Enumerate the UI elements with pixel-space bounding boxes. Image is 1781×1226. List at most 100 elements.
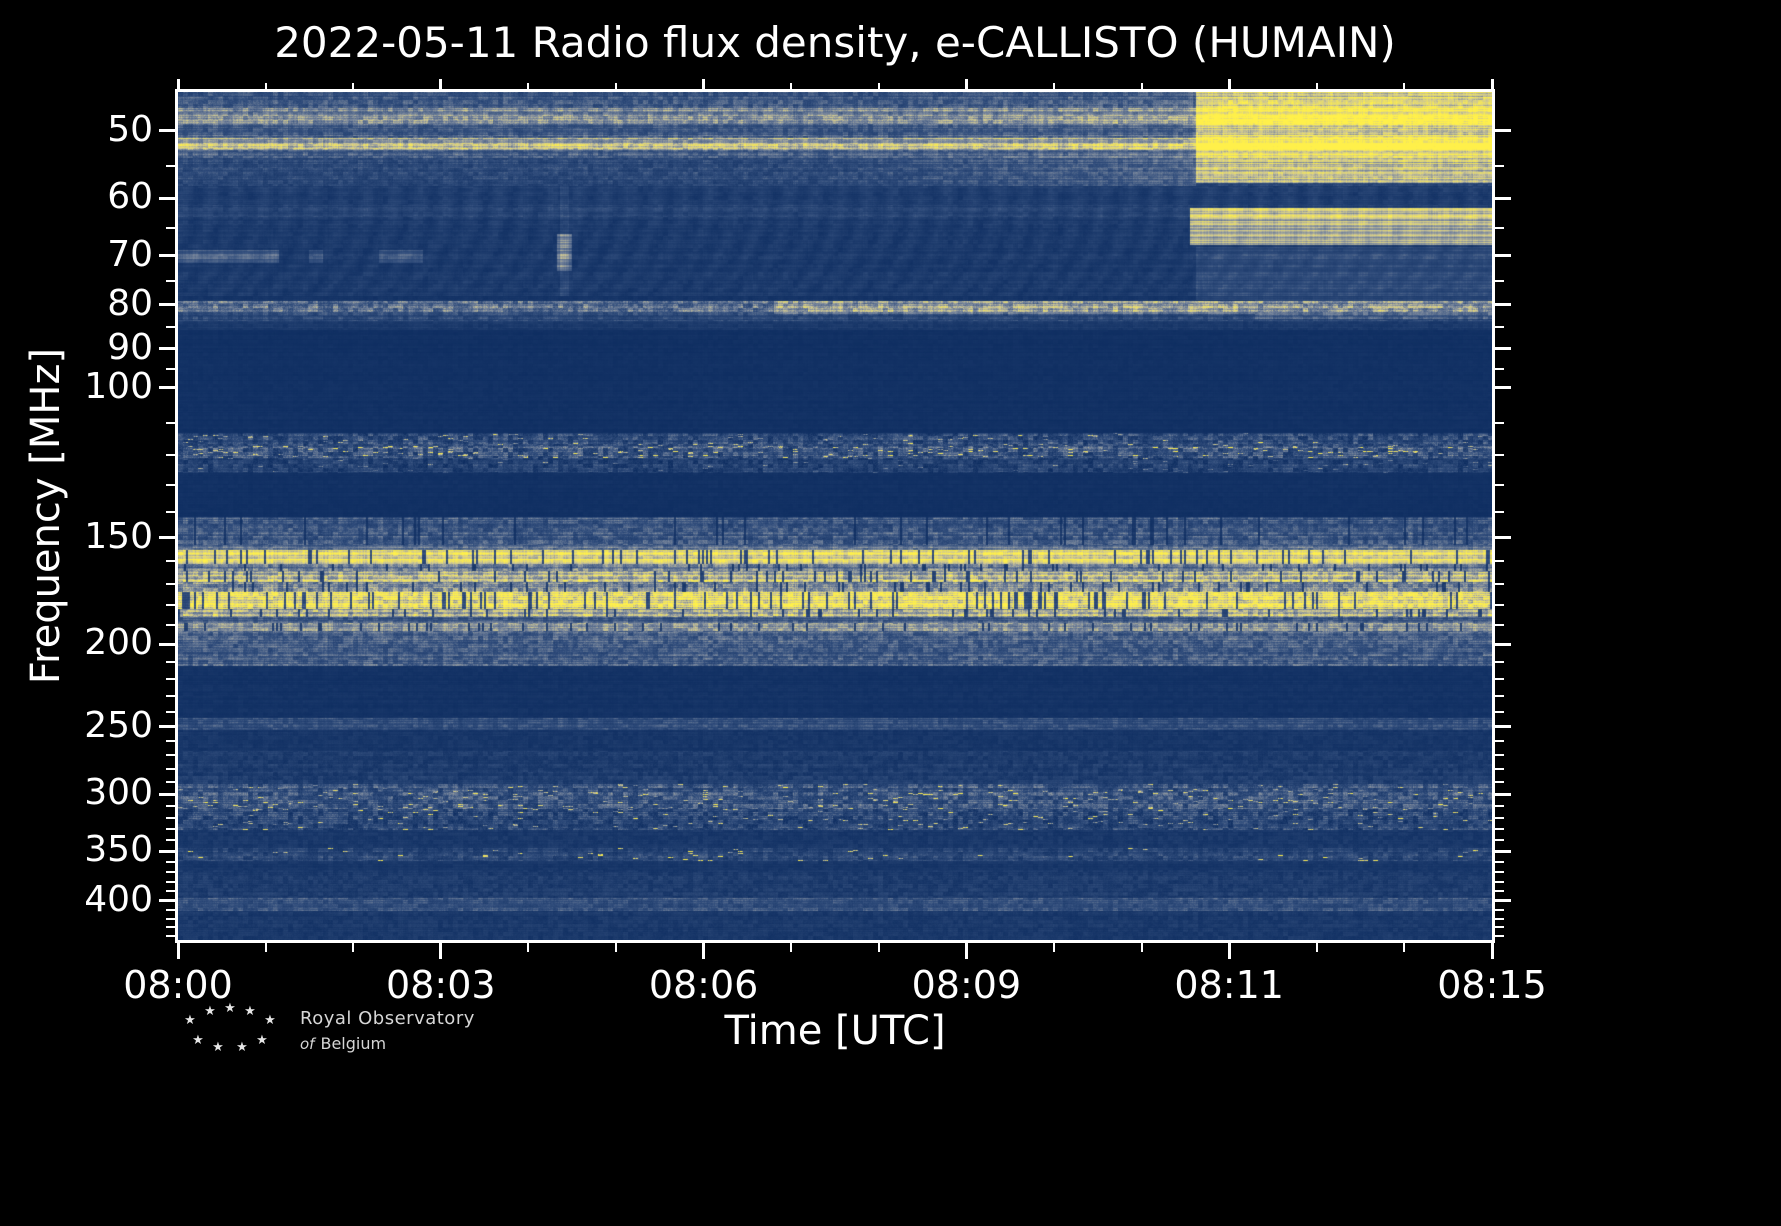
y-tick-label: 100 bbox=[84, 365, 153, 407]
y-tick-major bbox=[159, 347, 175, 351]
y-tick-label: 350 bbox=[84, 829, 153, 871]
x-tick-label: 08:00 bbox=[123, 963, 233, 1007]
y-tick-minor bbox=[166, 227, 175, 230]
svg-text:★: ★ bbox=[256, 1033, 268, 1048]
y-tick-minor-right bbox=[1495, 326, 1504, 329]
y-tick-major-right bbox=[1495, 725, 1511, 729]
x-tick-minor-top bbox=[527, 83, 530, 89]
x-tick-minor bbox=[352, 943, 355, 952]
y-tick-label: 250 bbox=[84, 704, 153, 746]
rob-logo-belgium: Belgium bbox=[320, 1034, 387, 1053]
y-tick-minor bbox=[166, 754, 175, 757]
x-tick-minor bbox=[1403, 943, 1406, 952]
x-tick-minor-top bbox=[1315, 83, 1318, 89]
chart-title: 2022-05-11 Radio flux density, e-CALLIST… bbox=[274, 18, 1396, 67]
y-tick-minor bbox=[166, 780, 175, 783]
rob-logo-text: Royal Observatory of Belgium bbox=[300, 1008, 475, 1053]
y-tick-major-right bbox=[1495, 254, 1511, 257]
svg-text:★: ★ bbox=[192, 1033, 204, 1048]
y-tick-minor-right bbox=[1495, 582, 1504, 585]
x-tick-minor-top bbox=[614, 83, 617, 89]
y-tick-minor bbox=[166, 805, 175, 808]
y-tick-major bbox=[159, 725, 175, 729]
y-tick-major-right bbox=[1495, 849, 1511, 853]
y-tick-label: 50 bbox=[107, 108, 153, 150]
y-tick-minor-right bbox=[1495, 453, 1504, 456]
y-tick-minor-right bbox=[1495, 767, 1504, 770]
svg-text:★: ★ bbox=[264, 1013, 276, 1028]
spectrogram-canvas bbox=[178, 92, 1492, 940]
y-tick-minor-right bbox=[1495, 870, 1504, 873]
rob-logo-of: of bbox=[300, 1035, 315, 1053]
y-tick-minor bbox=[166, 740, 175, 743]
y-tick-minor bbox=[166, 828, 175, 831]
x-tick-minor bbox=[877, 943, 880, 952]
x-tick-major-top bbox=[702, 79, 706, 89]
x-tick-minor bbox=[1140, 943, 1143, 952]
x-tick-label: 08:06 bbox=[648, 963, 759, 1007]
x-tick-minor bbox=[614, 943, 617, 952]
x-tick-major bbox=[439, 943, 443, 959]
y-tick-minor-right bbox=[1495, 694, 1504, 697]
x-tick-minor-top bbox=[1140, 83, 1143, 89]
y-tick-major-right bbox=[1495, 129, 1511, 133]
y-tick-major bbox=[159, 303, 175, 307]
y-tick-major bbox=[159, 899, 175, 903]
y-tick-minor bbox=[166, 421, 175, 424]
y-tick-major bbox=[159, 196, 175, 200]
y-tick-minor-right bbox=[1495, 908, 1504, 911]
y-tick-minor bbox=[166, 326, 175, 329]
y-tick-major-right bbox=[1495, 303, 1511, 307]
x-tick-minor-top bbox=[1053, 83, 1056, 89]
y-tick-label: 90 bbox=[107, 326, 153, 368]
y-tick-major bbox=[159, 849, 175, 853]
y-tick-major-right bbox=[1495, 347, 1511, 351]
x-tick-label: 08:15 bbox=[1437, 963, 1547, 1007]
y-tick-minor-right bbox=[1495, 828, 1504, 831]
y-tick-label: 70 bbox=[107, 233, 153, 275]
y-tick-minor bbox=[166, 483, 175, 486]
x-tick-minor-top bbox=[790, 83, 793, 89]
y-tick-minor-right bbox=[1495, 805, 1504, 808]
x-axis-label: Time [UTC] bbox=[724, 1008, 946, 1054]
y-tick-minor-right bbox=[1495, 880, 1504, 883]
y-tick-major-right bbox=[1495, 642, 1511, 646]
y-tick-minor-right bbox=[1495, 816, 1504, 819]
x-tick-minor-top bbox=[352, 83, 355, 89]
y-tick-minor-right bbox=[1495, 710, 1504, 713]
x-tick-label: 08:11 bbox=[1174, 963, 1284, 1007]
x-tick-major-top bbox=[964, 79, 968, 89]
y-tick-minor bbox=[166, 280, 175, 283]
y-tick-minor-right bbox=[1495, 917, 1504, 920]
svg-text:★: ★ bbox=[224, 1001, 236, 1016]
x-tick-major-top bbox=[1227, 79, 1231, 89]
y-tick-major bbox=[159, 642, 175, 646]
y-tick-major bbox=[159, 792, 175, 796]
y-tick-minor-right bbox=[1495, 780, 1504, 783]
y-tick-minor-right bbox=[1495, 421, 1504, 424]
x-tick-label: 08:09 bbox=[911, 963, 1022, 1007]
y-tick-minor-right bbox=[1495, 740, 1504, 743]
y-tick-minor bbox=[166, 908, 175, 911]
y-tick-minor bbox=[166, 453, 175, 456]
y-tick-label: 80 bbox=[107, 282, 153, 324]
x-tick-label: 08:03 bbox=[386, 963, 496, 1007]
y-tick-minor-right bbox=[1495, 890, 1504, 893]
x-tick-minor bbox=[1315, 943, 1318, 952]
y-tick-minor-right bbox=[1495, 934, 1504, 937]
x-tick-major-top bbox=[439, 79, 443, 89]
y-tick-label: 200 bbox=[84, 622, 153, 664]
y-tick-minor bbox=[166, 860, 175, 863]
y-tick-minor bbox=[166, 926, 175, 929]
y-tick-minor bbox=[166, 165, 175, 168]
y-tick-label: 300 bbox=[84, 772, 153, 814]
y-tick-minor bbox=[166, 710, 175, 713]
y-tick-minor-right bbox=[1495, 678, 1504, 681]
y-tick-minor-right bbox=[1495, 661, 1504, 664]
x-tick-minor-top bbox=[877, 83, 880, 89]
y-tick-minor-right bbox=[1495, 560, 1504, 563]
y-tick-minor bbox=[166, 678, 175, 681]
svg-text:★: ★ bbox=[184, 1013, 196, 1028]
y-tick-minor bbox=[166, 694, 175, 697]
svg-text:★: ★ bbox=[204, 1004, 216, 1019]
